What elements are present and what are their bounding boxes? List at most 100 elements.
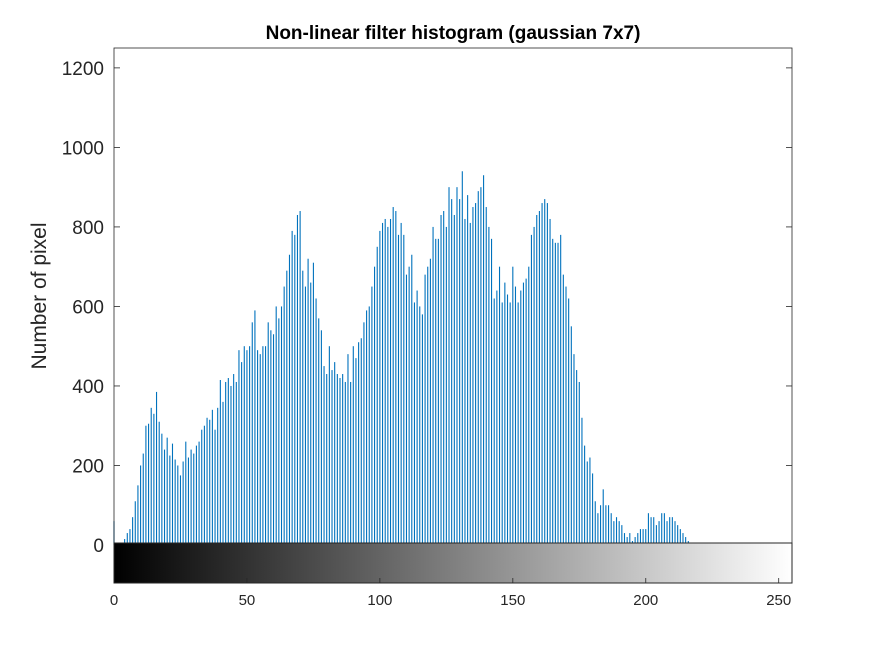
histogram-bar	[368, 306, 370, 545]
histogram-bar	[187, 457, 189, 545]
histogram-bar	[655, 525, 657, 545]
histogram-bar	[528, 266, 530, 545]
histogram-bar	[560, 234, 562, 545]
histogram-bar	[318, 318, 320, 545]
histogram-bar	[296, 214, 299, 546]
histogram-bar	[610, 513, 612, 545]
histogram-bar	[520, 290, 522, 545]
histogram-bar	[169, 455, 171, 545]
histogram-bar	[435, 238, 437, 545]
x-tick-label: 200	[633, 592, 658, 609]
histogram-bar	[358, 342, 360, 545]
x-tick-label: 250	[766, 592, 791, 609]
histogram-bar	[376, 246, 378, 546]
histogram-bar	[310, 282, 312, 545]
histogram-bar	[586, 461, 588, 545]
histogram-bar	[530, 234, 532, 545]
histogram-bar	[150, 407, 152, 545]
histogram-bar	[448, 187, 450, 545]
histogram-bar	[344, 381, 346, 545]
histogram-bar	[413, 302, 415, 545]
histogram-bar	[461, 171, 463, 545]
histogram-bar	[488, 226, 490, 546]
histogram-bar	[504, 282, 506, 545]
histogram-bar	[512, 266, 514, 545]
histogram-bar	[270, 330, 272, 545]
histogram-bar	[137, 485, 139, 545]
histogram-bar	[262, 346, 264, 545]
histogram-bar	[312, 262, 314, 545]
histogram-bar	[674, 521, 676, 545]
histogram-bar	[203, 425, 205, 545]
histogram-bar	[592, 473, 594, 545]
histogram-bar	[134, 501, 136, 545]
histogram-bar	[201, 429, 203, 545]
histogram-bar	[304, 286, 306, 545]
histogram-bar	[342, 374, 344, 545]
histogram-bar	[381, 222, 384, 545]
histogram-bar	[440, 214, 442, 546]
y-ticks: 0 200 400 600 800 1000 1200	[62, 59, 792, 557]
histogram-bar	[546, 203, 548, 545]
histogram-bar	[323, 366, 325, 545]
histogram-bar	[496, 290, 498, 545]
y-axis-label: Number of pixel	[28, 222, 51, 369]
histogram-bar	[491, 238, 493, 545]
histogram-bar	[328, 346, 330, 545]
histogram-bar	[525, 278, 527, 545]
histogram-bar	[384, 218, 386, 545]
histogram-bar	[366, 310, 368, 545]
histogram-bar	[464, 218, 466, 545]
histogram-bar	[538, 211, 540, 545]
histogram-bar	[597, 513, 599, 545]
histogram-bar	[509, 302, 511, 545]
histogram-bar	[265, 346, 267, 545]
histogram-bar	[650, 517, 652, 545]
histogram-bar	[214, 429, 216, 545]
plot-background	[114, 48, 792, 545]
y-tick-label: 200	[72, 456, 104, 477]
histogram-bar	[148, 423, 150, 545]
histogram-bar	[552, 238, 554, 545]
histogram-bar	[275, 306, 277, 545]
histogram-bar	[403, 234, 405, 545]
histogram-bar	[411, 254, 413, 545]
histogram-bar	[544, 199, 546, 545]
histogram-bar	[522, 282, 525, 545]
x-tick-label: 0	[110, 592, 118, 609]
histogram-bar	[639, 529, 641, 545]
histogram-bar	[315, 298, 317, 545]
y-tick-label: 1200	[62, 59, 104, 80]
histogram-bar	[600, 505, 602, 545]
histogram-bar	[557, 242, 559, 545]
histogram-bar	[211, 409, 213, 545]
histogram-bar	[661, 513, 663, 545]
histogram-bar	[209, 419, 211, 545]
histogram-bar	[272, 334, 275, 545]
histogram-bar	[584, 445, 586, 545]
histogram-bar	[677, 525, 679, 545]
histogram-bar	[198, 441, 200, 545]
histogram-bar	[682, 533, 684, 545]
histogram-bar	[637, 533, 639, 545]
histogram-bar	[389, 218, 392, 545]
histogram-bar	[352, 346, 354, 545]
histogram-bar	[621, 525, 623, 545]
histogram-bar	[254, 310, 256, 545]
histogram-bar	[286, 270, 288, 545]
histogram-bar	[437, 238, 439, 545]
histogram-bar	[615, 517, 618, 545]
histogram-bar	[219, 380, 221, 545]
histogram-bar	[326, 374, 328, 545]
histogram-bar	[453, 214, 455, 546]
chart-title: Non-linear filter histogram (gaussian 7x…	[266, 23, 641, 44]
histogram-bar	[669, 517, 671, 545]
x-tick-label: 150	[500, 592, 525, 609]
histogram-bar	[416, 290, 418, 545]
histogram-bar	[190, 449, 192, 545]
histogram-bar	[124, 539, 126, 545]
histogram-bar	[421, 314, 423, 545]
histogram-bar	[663, 513, 665, 545]
histogram-bar	[594, 501, 596, 545]
histogram-bar	[158, 421, 160, 545]
